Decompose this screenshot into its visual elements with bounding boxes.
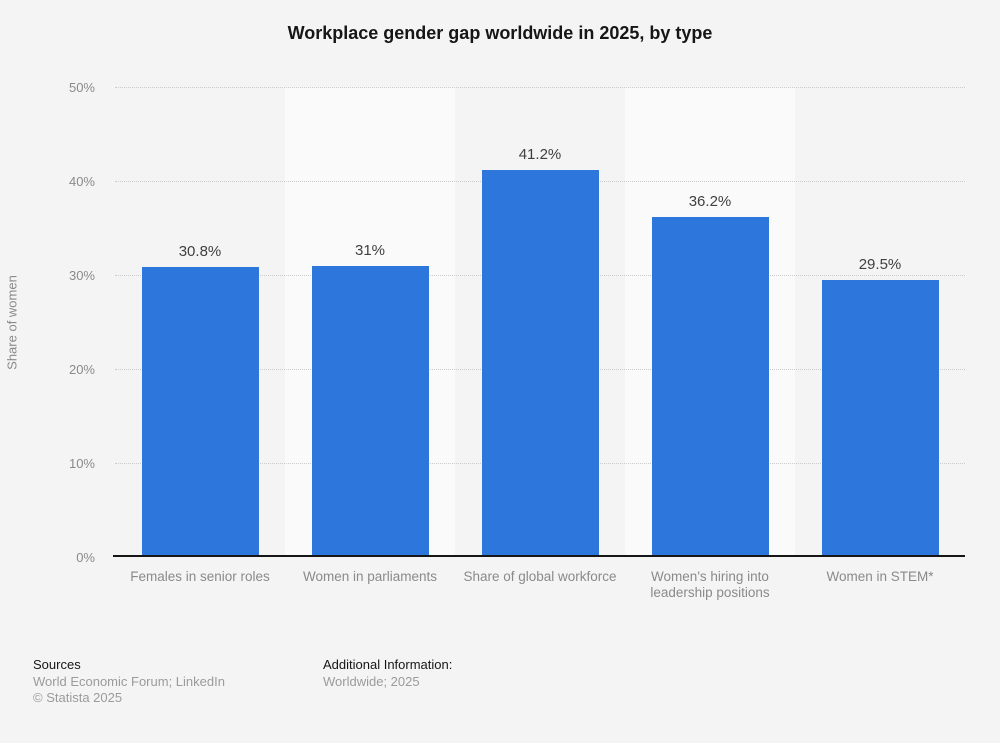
x-axis-label: Share of global workforce: [463, 569, 617, 584]
bar-value-label: 31%: [354, 241, 386, 259]
gridline: [115, 87, 965, 88]
bar[interactable]: [481, 169, 599, 557]
y-tick-label: 0%: [76, 550, 95, 565]
sources-title: Sources: [33, 657, 81, 672]
y-tick-label: 20%: [68, 362, 95, 377]
plot-area: 30.8% 31% 41.2% 36.2% 29.5%: [115, 87, 965, 557]
additional-info-title: Additional Information:: [323, 657, 453, 672]
y-tick-label: 40%: [68, 174, 95, 189]
bar[interactable]: [651, 216, 769, 557]
chart-title: Workplace gender gap worldwide in 2025, …: [287, 23, 713, 43]
bar-value-label: 41.2%: [518, 145, 562, 163]
bar-value-label: 36.2%: [688, 192, 732, 210]
x-axis-label: Females in senior roles: [130, 569, 270, 584]
footer-additional-block: Additional Information: Worldwide; 2025: [323, 657, 452, 690]
copyright-notice: © Statista 2025: [33, 690, 123, 705]
x-axis-labels: Females in senior roles Women in parliame…: [115, 569, 965, 609]
y-tick-label: 50%: [68, 80, 95, 95]
bar-value-label: 29.5%: [858, 255, 902, 273]
bar[interactable]: [821, 279, 939, 557]
x-axis-label: Women's hiring into leadership positions: [650, 569, 770, 600]
y-axis-ticks: 0% 10% 20% 30% 40% 50%: [0, 80, 95, 565]
footer-sources-block: Sources World Economic Forum; LinkedIn ©…: [33, 657, 225, 707]
x-axis-line: [113, 555, 965, 557]
y-tick-label: 30%: [68, 268, 95, 283]
x-axis-label: Women in STEM*: [826, 569, 934, 584]
additional-info-line: Worldwide; 2025: [323, 673, 420, 689]
sources-line: World Economic Forum; LinkedIn: [33, 673, 225, 689]
bar[interactable]: [311, 265, 429, 557]
x-axis-label: Women in parliaments: [302, 569, 438, 584]
y-tick-label: 10%: [68, 456, 95, 471]
bar-value-label: 30.8%: [178, 243, 222, 261]
bar[interactable]: [141, 267, 259, 557]
